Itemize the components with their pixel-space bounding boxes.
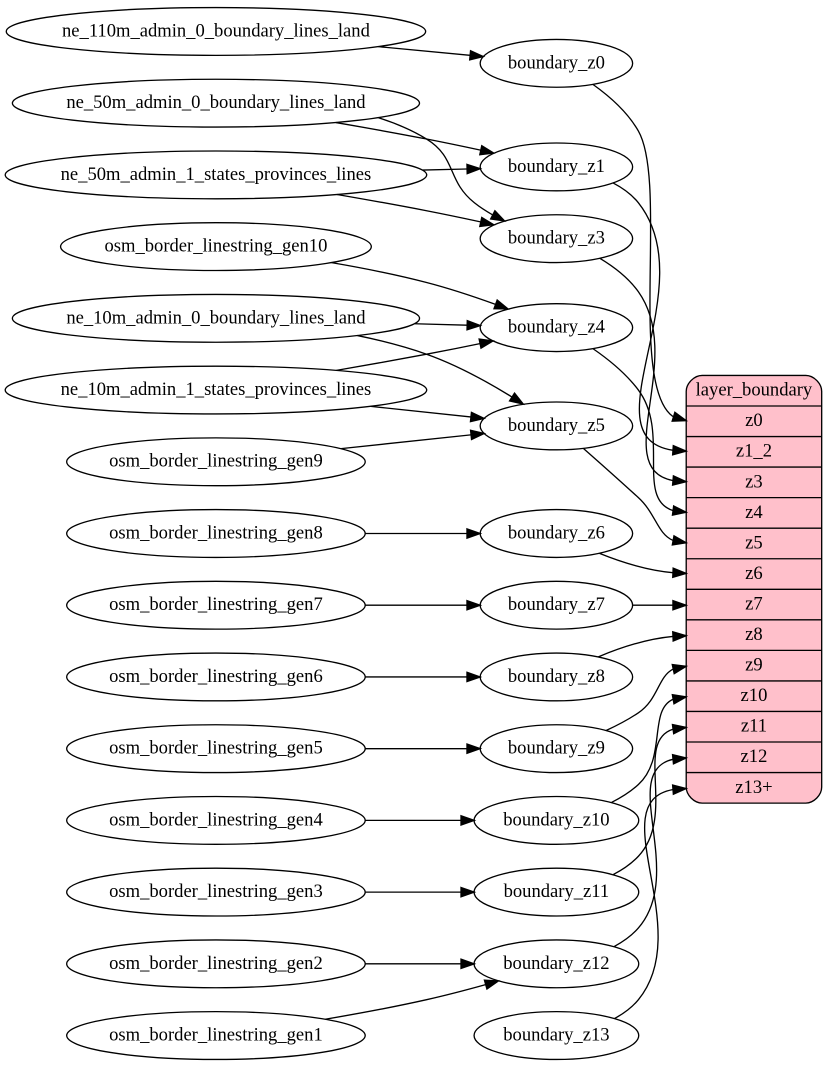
svg-text:z0: z0 [745, 410, 763, 431]
svg-text:osm_border_linestring_gen3: osm_border_linestring_gen3 [109, 881, 323, 902]
svg-text:z9: z9 [745, 655, 763, 676]
svg-text:z12: z12 [741, 746, 768, 767]
svg-text:z5: z5 [745, 532, 763, 553]
svg-text:ne_10m_admin_1_states_province: ne_10m_admin_1_states_provinces_lines [61, 379, 372, 400]
svg-text:osm_border_linestring_gen6: osm_border_linestring_gen6 [109, 666, 323, 687]
svg-text:boundary_z13: boundary_z13 [503, 1024, 609, 1045]
svg-text:ne_110m_admin_0_boundary_lines: ne_110m_admin_0_boundary_lines_land [62, 20, 371, 41]
svg-text:z3: z3 [745, 471, 763, 492]
svg-text:boundary_z1: boundary_z1 [508, 156, 605, 177]
svg-text:osm_border_linestring_gen10: osm_border_linestring_gen10 [104, 236, 327, 257]
svg-text:ne_50m_admin_0_boundary_lines_: ne_50m_admin_0_boundary_lines_land [66, 92, 366, 113]
svg-text:z10: z10 [741, 685, 768, 706]
svg-text:osm_border_linestring_gen2: osm_border_linestring_gen2 [109, 953, 323, 974]
svg-text:osm_border_linestring_gen1: osm_border_linestring_gen1 [109, 1024, 323, 1045]
svg-text:ne_10m_admin_0_boundary_lines_: ne_10m_admin_0_boundary_lines_land [66, 307, 366, 328]
svg-text:osm_border_linestring_gen7: osm_border_linestring_gen7 [109, 594, 323, 615]
svg-text:z13+: z13+ [735, 777, 772, 798]
svg-text:boundary_z3: boundary_z3 [508, 228, 605, 249]
svg-text:osm_border_linestring_gen5: osm_border_linestring_gen5 [109, 738, 323, 759]
svg-text:osm_border_linestring_gen9: osm_border_linestring_gen9 [109, 451, 323, 472]
svg-text:z11: z11 [741, 716, 767, 737]
svg-text:ne_50m_admin_1_states_province: ne_50m_admin_1_states_provinces_lines [61, 164, 372, 185]
svg-text:z1_2: z1_2 [736, 441, 772, 462]
svg-text:boundary_z9: boundary_z9 [508, 738, 605, 759]
svg-text:boundary_z6: boundary_z6 [508, 522, 605, 543]
svg-text:z8: z8 [745, 624, 763, 645]
svg-text:z6: z6 [745, 563, 763, 584]
svg-text:layer_boundary: layer_boundary [696, 380, 813, 401]
svg-text:osm_border_linestring_gen8: osm_border_linestring_gen8 [109, 522, 323, 543]
svg-text:boundary_z0: boundary_z0 [508, 52, 605, 73]
svg-text:z7: z7 [745, 593, 763, 614]
svg-text:boundary_z10: boundary_z10 [503, 809, 609, 830]
svg-text:boundary_z11: boundary_z11 [504, 881, 610, 902]
svg-text:boundary_z4: boundary_z4 [508, 317, 605, 338]
svg-text:boundary_z7: boundary_z7 [508, 594, 605, 615]
svg-text:boundary_z12: boundary_z12 [503, 953, 609, 974]
svg-text:boundary_z5: boundary_z5 [508, 415, 605, 436]
svg-text:osm_border_linestring_gen4: osm_border_linestring_gen4 [109, 809, 323, 830]
svg-text:boundary_z8: boundary_z8 [508, 666, 605, 687]
svg-text:z4: z4 [745, 502, 763, 523]
